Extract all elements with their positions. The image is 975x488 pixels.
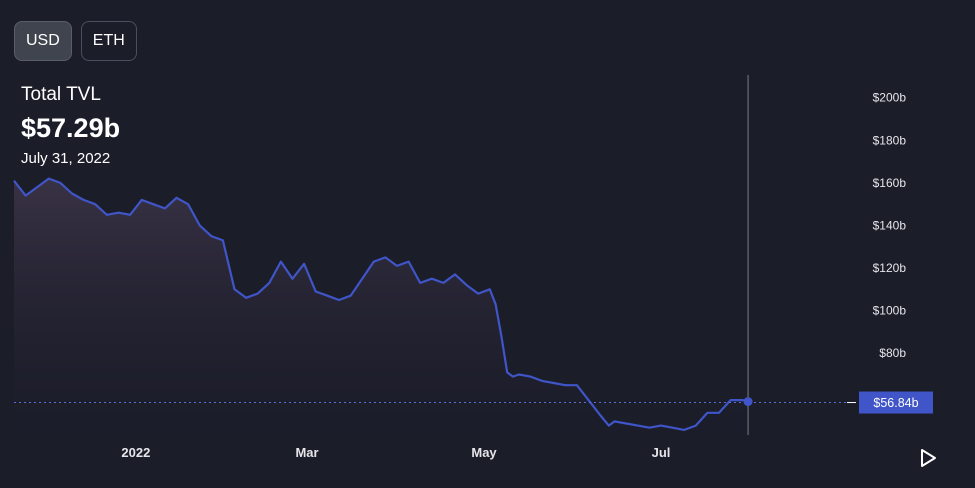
y-tick-label: $200b (873, 91, 907, 105)
x-tick-label: 2022 (121, 445, 150, 460)
y-tick-label: $160b (873, 176, 907, 190)
y-tick-label: $80b (879, 346, 906, 360)
tvl-line (13, 177, 749, 431)
usd-toggle-button[interactable]: USD (14, 21, 72, 61)
y-tick-label: $120b (873, 261, 907, 275)
y-tick-label: $140b (873, 218, 907, 232)
y-tick-label: $100b (873, 304, 907, 318)
tvl-header: Total TVL $57.29b July 31, 2022 (21, 84, 120, 168)
x-tick-label: Jul (652, 445, 671, 460)
eth-toggle-button[interactable]: ETH (80, 21, 137, 61)
current-value-label: $56.84b (873, 396, 918, 410)
current-value-tag (859, 391, 933, 414)
tvl-date: July 31, 2022 (21, 150, 111, 167)
current-point (743, 397, 753, 407)
play-icon[interactable] (917, 447, 939, 469)
y-tick-label: $180b (873, 133, 907, 147)
x-tick-label: May (471, 445, 497, 460)
tvl-value: $57.29b (21, 113, 121, 143)
x-tick-label: Mar (295, 445, 318, 460)
currency-toggle-group: USD ETH (14, 21, 137, 61)
tvl-area-fill (14, 178, 749, 432)
chart-title: Total TVL (21, 84, 101, 105)
